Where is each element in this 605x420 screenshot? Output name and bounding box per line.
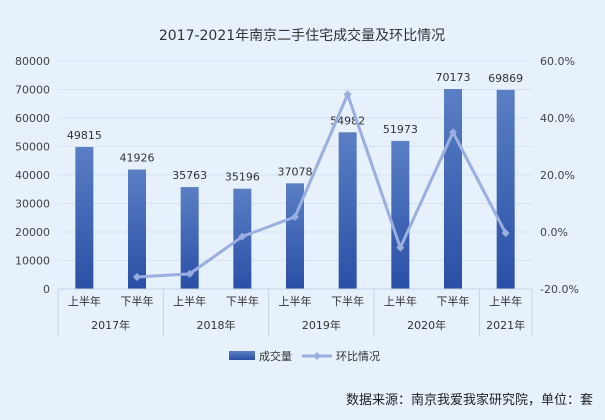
right-tick-label: -20.0%: [540, 283, 579, 296]
x-tick-label: 下半年: [226, 294, 259, 308]
legend: 成交量 环比情况: [229, 349, 380, 363]
x-tick-label: 下半年: [437, 294, 470, 308]
legend-label: 成交量: [259, 349, 292, 363]
legend-marker: [313, 352, 321, 360]
legend-label: 环比情况: [336, 350, 380, 363]
left-tick-label: 30000: [15, 198, 50, 211]
left-tick-label: 50000: [15, 141, 50, 154]
legend-swatch-bar: [229, 351, 255, 360]
bar: [496, 89, 515, 289]
bar-value-label: 49815: [67, 129, 102, 142]
bar: [444, 89, 462, 289]
right-tick-label: 0.0%: [540, 226, 568, 239]
line-series: [133, 90, 510, 282]
bar: [75, 147, 94, 289]
bars: [75, 89, 515, 289]
line-point: [133, 273, 141, 282]
x-tick-label: 上半年: [173, 294, 206, 308]
x-axis: 上半年 下半年 上半年 下半年 上半年 下半年 上半年 下半年 上半年 2017年 2018年 201…: [57, 288, 533, 337]
line-point: [185, 269, 194, 278]
x-group-label: 2018年: [197, 318, 236, 332]
x-group-label: 2020年: [407, 318, 446, 332]
left-tick-label: 40000: [15, 169, 50, 182]
bar-value-label: 69869: [488, 72, 523, 85]
x-tick-label: 上半年: [279, 294, 312, 308]
data-source: 数据来源：南京我爱我家研究院，单位：套: [345, 393, 593, 408]
right-tick-label: 40.0%: [540, 112, 575, 125]
bar-value-label: 37078: [278, 165, 313, 178]
x-group-label: 2017年: [91, 318, 130, 332]
line-point: [449, 128, 457, 137]
bar-value-label: 35763: [172, 169, 207, 182]
bar: [391, 140, 410, 289]
left-tick-label: 20000: [15, 226, 50, 239]
line-point: [238, 232, 247, 241]
line-point: [343, 90, 352, 99]
chart-title: 2017-2021年南京二手住宅成交量及环比情况: [159, 27, 445, 44]
x-tick-label: 上半年: [384, 294, 417, 308]
line-point: [501, 229, 510, 238]
bar: [338, 132, 357, 289]
line-path: [136, 92, 507, 279]
left-tick-label: 10000: [15, 255, 50, 268]
x-tick-label: 上半年: [68, 294, 101, 308]
x-group-label: 2021年: [486, 318, 525, 332]
x-tick-label: 下半年: [121, 294, 154, 308]
bar-value-label: 41926: [120, 152, 155, 165]
line-point: [291, 212, 299, 221]
x-tick-label: 上半年: [489, 294, 522, 308]
bar: [180, 187, 199, 289]
bar-value-label: 35196: [225, 171, 260, 184]
x-tick-label: 下半年: [331, 294, 364, 308]
left-tick-label: 80000: [15, 55, 50, 68]
left-axis-ticks: 0 10000 20000 30000 40000 50000 60000 70000 8000…: [15, 55, 50, 296]
line-point: [396, 243, 405, 252]
bar-value-label: 70173: [436, 71, 471, 84]
bar: [128, 169, 146, 289]
bar-value-label: 51973: [383, 123, 418, 136]
right-tick-label: 20.0%: [540, 169, 575, 182]
x-group-label: 2019年: [302, 318, 341, 332]
left-tick-label: 0: [43, 283, 50, 296]
left-tick-label: 70000: [15, 84, 50, 97]
left-tick-label: 60000: [15, 112, 50, 125]
right-axis-ticks: -20.0% 0.0% 20.0% 40.0% 60.0%: [540, 55, 579, 296]
right-tick-label: 60.0%: [540, 55, 575, 68]
